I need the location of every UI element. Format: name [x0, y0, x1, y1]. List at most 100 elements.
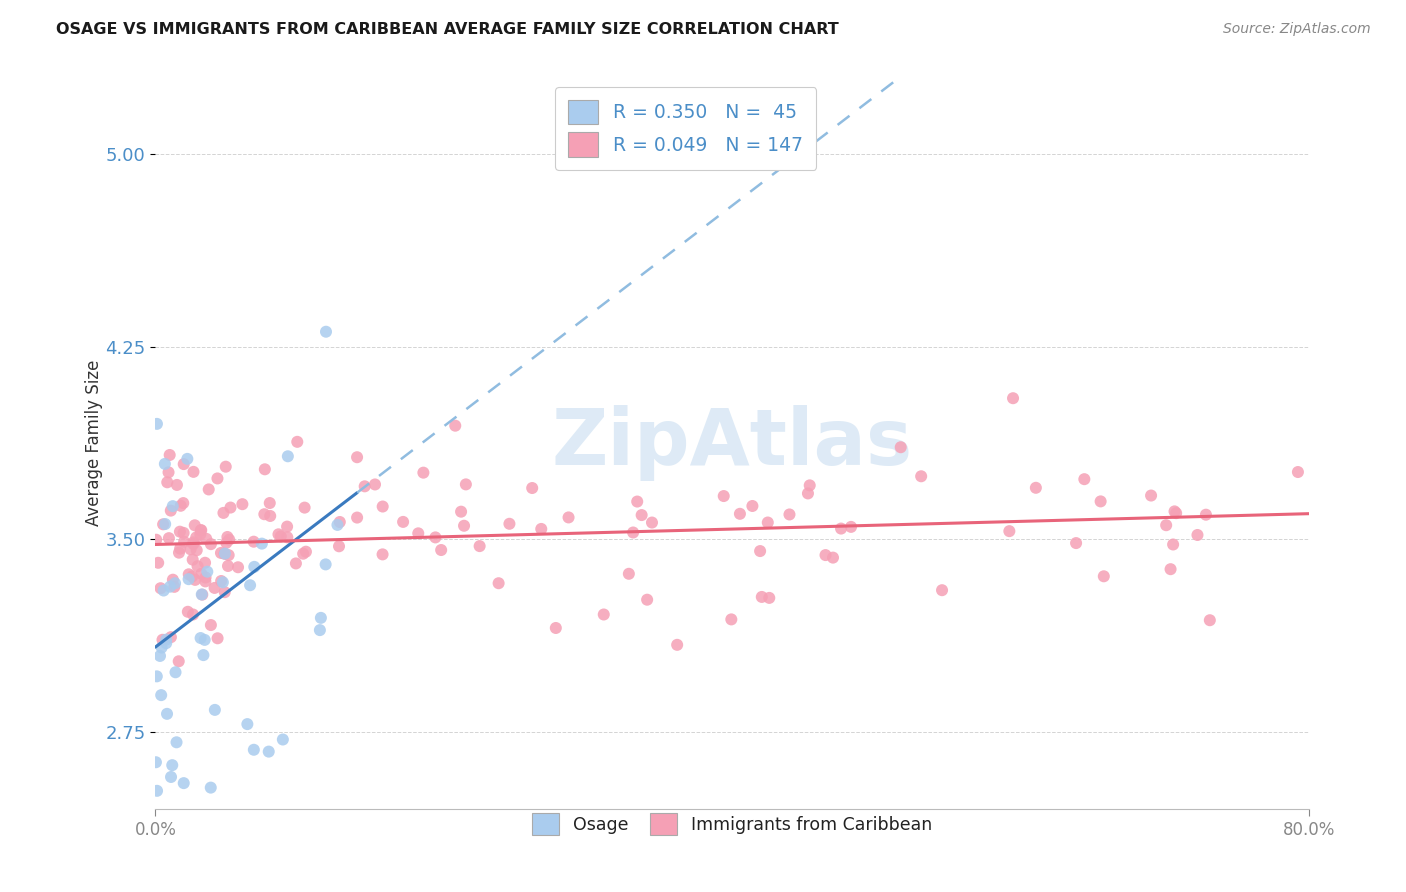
Point [183, 535, 205, 549]
Point [197, 483, 219, 497]
Point [271, 732, 294, 747]
Point [346, 450, 368, 465]
Point [188, 527, 211, 541]
Point [149, 648, 172, 663]
Point [207, 471, 229, 485]
Point [167, 546, 190, 560]
Point [250, 536, 273, 550]
Point [212, 575, 235, 590]
Point [183, 537, 205, 551]
Point [181, 607, 204, 622]
Point [159, 503, 181, 517]
Point [173, 776, 195, 790]
Point [998, 524, 1021, 538]
Point [454, 477, 477, 491]
Point [243, 743, 266, 757]
Point [217, 559, 239, 574]
Point [146, 417, 169, 431]
Point [276, 530, 298, 544]
Point [636, 592, 658, 607]
Point [1198, 613, 1220, 627]
Point [430, 543, 453, 558]
Point [267, 527, 290, 541]
Point [218, 548, 240, 562]
Point [191, 587, 214, 601]
Point [277, 450, 299, 464]
Point [1092, 569, 1115, 583]
Point [1163, 504, 1185, 518]
Point [758, 591, 780, 605]
Point [176, 451, 198, 466]
Point [329, 515, 352, 529]
Point [751, 590, 773, 604]
Point [522, 481, 544, 495]
Point [148, 556, 170, 570]
Point [364, 477, 387, 491]
Point [1140, 489, 1163, 503]
Point [159, 580, 181, 594]
Point [212, 506, 235, 520]
Point [346, 510, 368, 524]
Point [169, 499, 191, 513]
Point [294, 500, 316, 515]
Point [181, 552, 204, 566]
Point [160, 630, 183, 644]
Point [630, 508, 652, 522]
Point [218, 533, 240, 547]
Point [253, 462, 276, 476]
Point [231, 497, 253, 511]
Point [468, 539, 491, 553]
Point [204, 703, 226, 717]
Point [371, 548, 394, 562]
Point [1154, 518, 1177, 533]
Point [1064, 536, 1087, 550]
Point [530, 522, 553, 536]
Point [488, 576, 510, 591]
Point [315, 558, 337, 572]
Text: ZipAtlas: ZipAtlas [551, 405, 912, 481]
Point [214, 547, 236, 561]
Point [226, 560, 249, 574]
Point [173, 534, 195, 549]
Point [641, 516, 664, 530]
Point [145, 756, 167, 770]
Point [498, 516, 520, 531]
Point [195, 532, 218, 546]
Point [156, 475, 179, 490]
Point [799, 478, 821, 492]
Point [253, 507, 276, 521]
Point [193, 648, 215, 662]
Point [236, 717, 259, 731]
Point [160, 770, 183, 784]
Point [626, 494, 648, 508]
Point [270, 529, 292, 543]
Point [162, 573, 184, 587]
Point [425, 530, 447, 544]
Point [215, 536, 238, 550]
Point [209, 574, 232, 588]
Point [450, 505, 472, 519]
Point [285, 434, 308, 449]
Point [1073, 472, 1095, 486]
Point [166, 478, 188, 492]
Point [165, 576, 187, 591]
Point [180, 542, 202, 557]
Point [152, 583, 174, 598]
Point [146, 669, 169, 683]
Point [181, 569, 204, 583]
Point [309, 623, 332, 637]
Text: Source: ZipAtlas.com: Source: ZipAtlas.com [1223, 22, 1371, 37]
Point [219, 500, 242, 515]
Point [239, 578, 262, 592]
Point [1002, 391, 1025, 405]
Point [821, 550, 844, 565]
Legend: Osage, Immigrants from Caribbean: Osage, Immigrants from Caribbean [523, 805, 941, 844]
Point [797, 486, 820, 500]
Point [728, 507, 751, 521]
Point [621, 525, 644, 540]
Point [1090, 494, 1112, 508]
Point [157, 466, 180, 480]
Point [257, 745, 280, 759]
Point [931, 583, 953, 598]
Point [146, 784, 169, 798]
